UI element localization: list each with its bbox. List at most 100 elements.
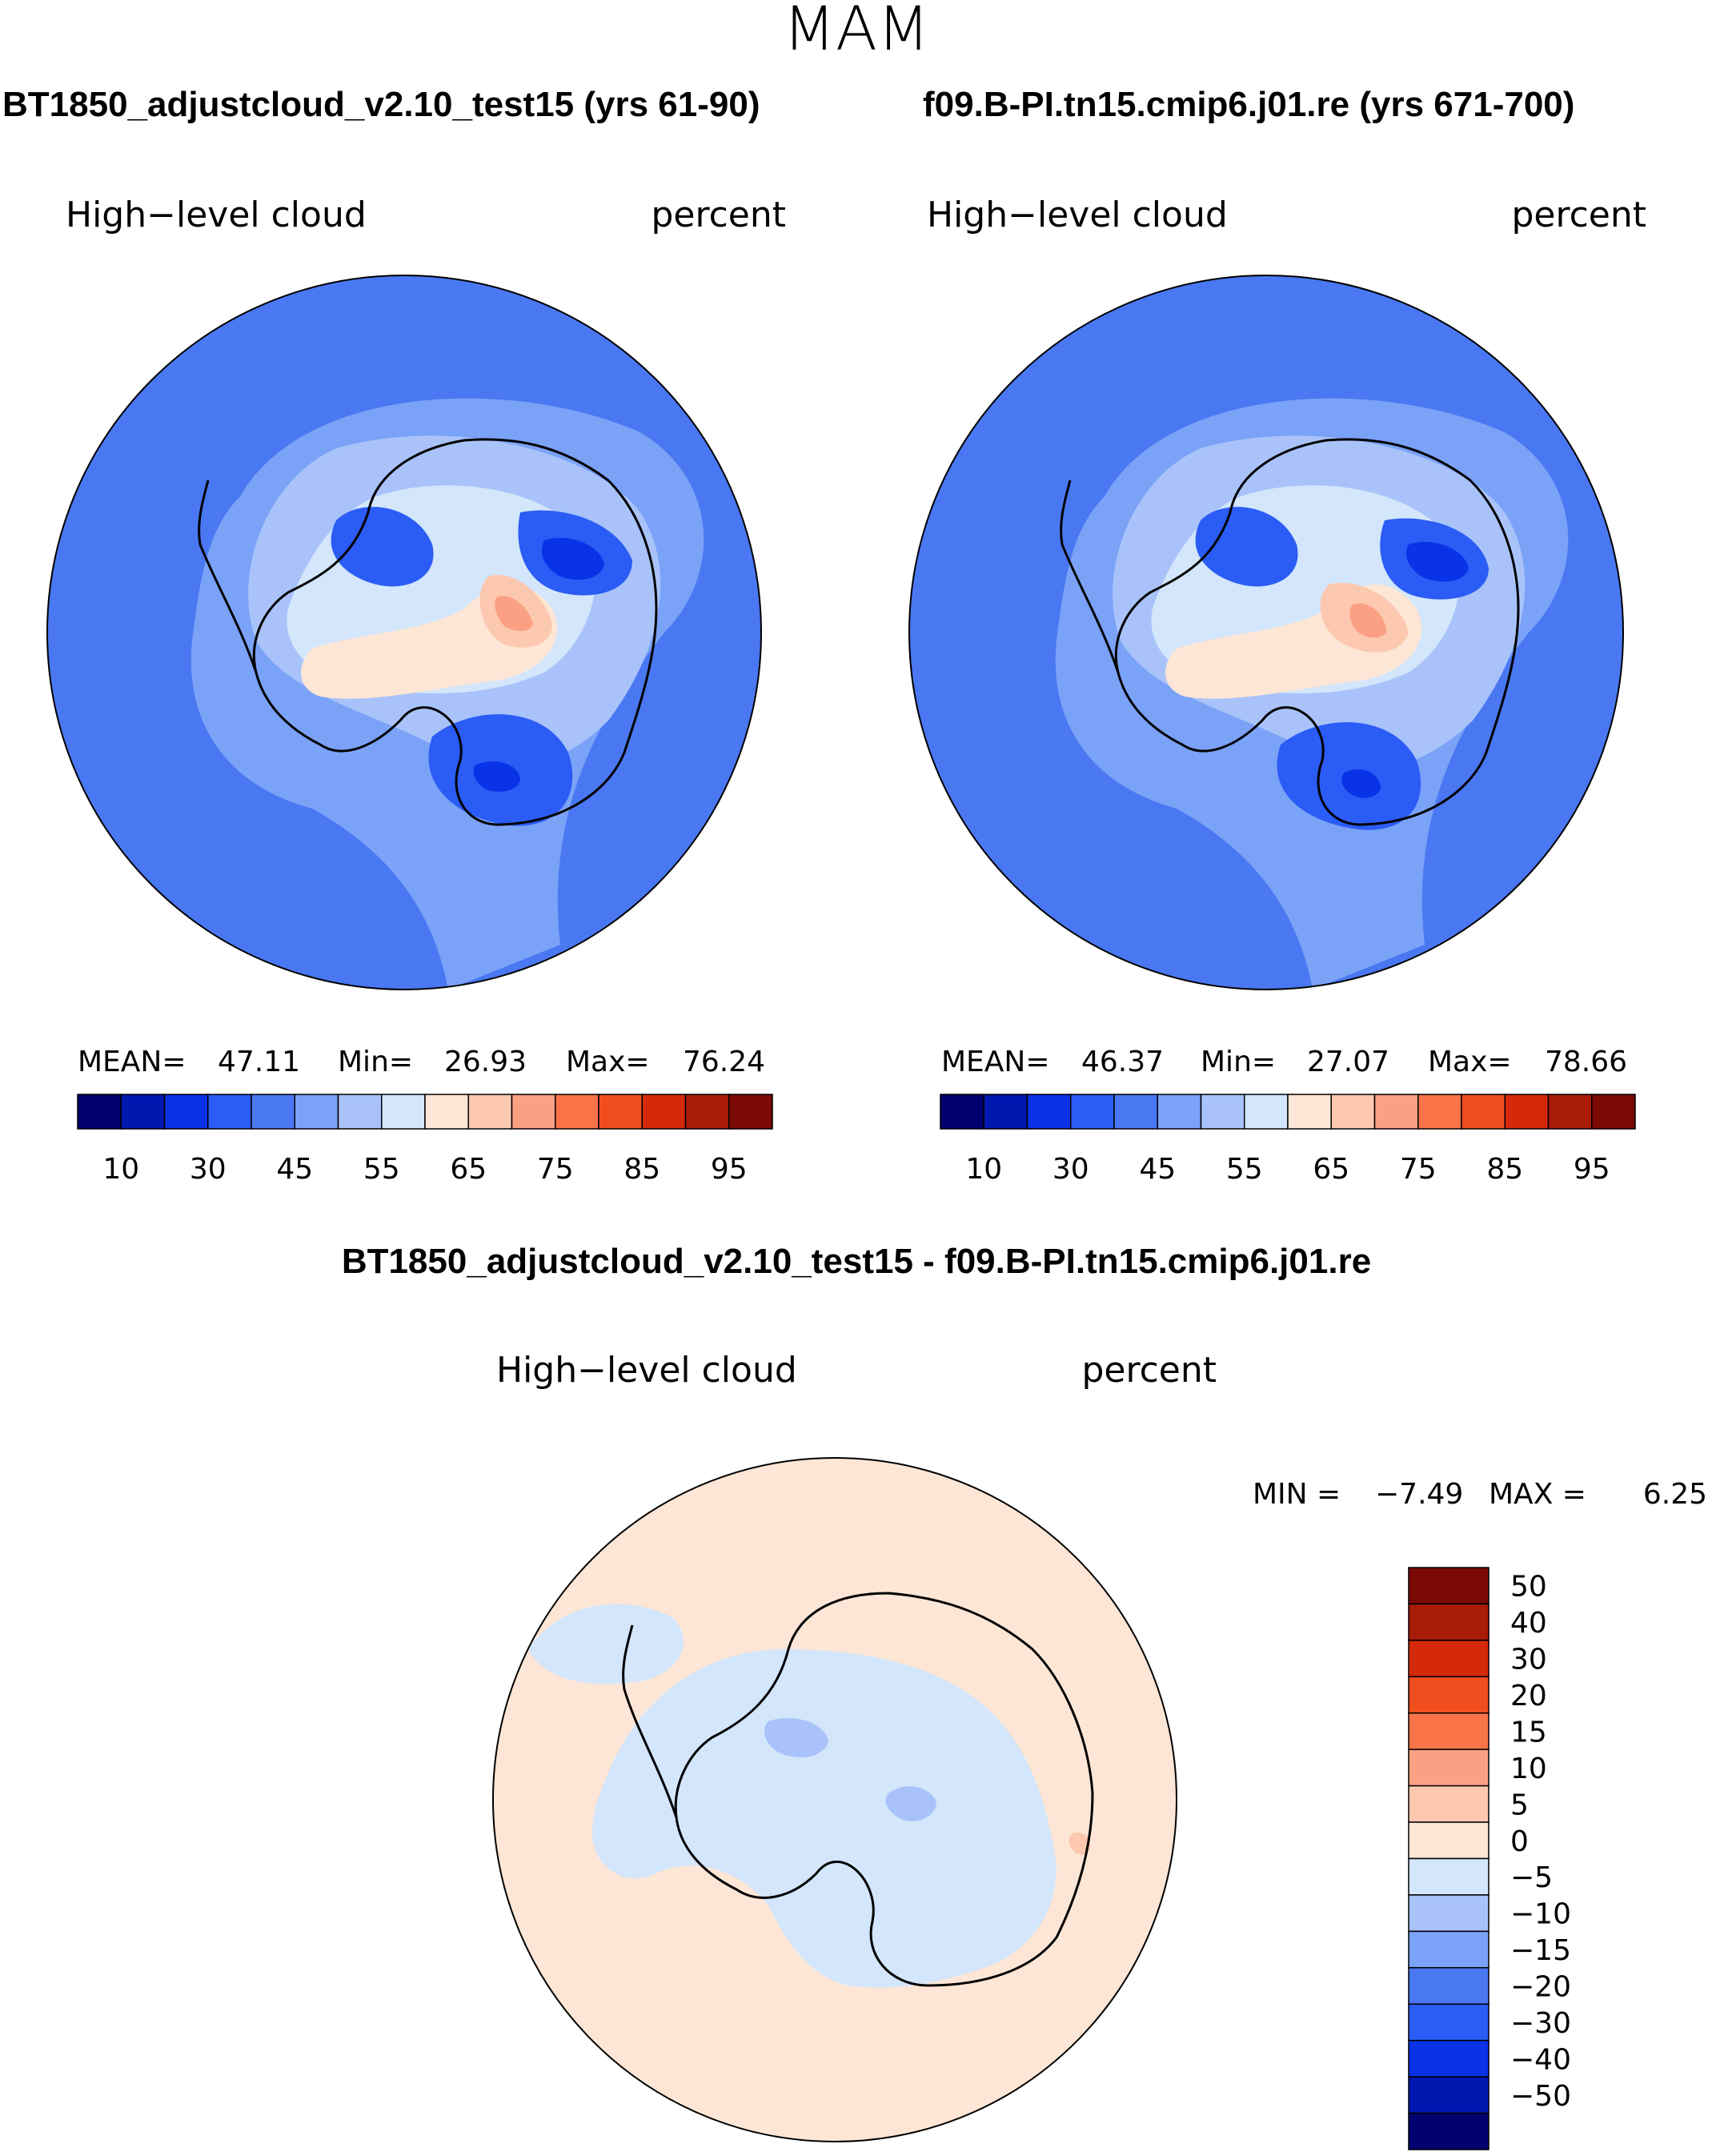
right-map xyxy=(909,275,1623,990)
right-colorbar-box xyxy=(1244,1094,1289,1130)
difference-colorbar-box xyxy=(1408,1603,1489,1641)
right-colorbar-box xyxy=(1157,1094,1202,1130)
right-colorbar-box xyxy=(1504,1094,1550,1130)
panel-left: BT1850_adjustcloud_v2.10_test15 (yrs 61-… xyxy=(2,85,786,1186)
difference-colorbar-box xyxy=(1408,1785,1489,1823)
difference-colorbar-tick-label: 20 xyxy=(1510,1680,1547,1712)
right-max-label: Max= xyxy=(1428,1046,1512,1078)
right-colorbar-tick-label: 75 xyxy=(1400,1153,1437,1186)
right-colorbar-box xyxy=(1200,1094,1245,1130)
difference-colorbar-tick-label: −5 xyxy=(1510,1861,1553,1894)
left-colorbar-box xyxy=(598,1094,643,1130)
left-colorbar-box xyxy=(251,1094,295,1130)
difference-colorbar-box xyxy=(1408,1748,1489,1787)
difference-contour-neg5-0-north xyxy=(559,1458,704,1495)
right-colorbar-box xyxy=(983,1094,1028,1130)
left-colorbar-box xyxy=(294,1094,339,1130)
difference-peninsula-coastline xyxy=(622,1624,678,1818)
right-variable-label: High−level cloud xyxy=(927,195,1228,235)
difference-contour-neg10-neg5-b xyxy=(764,1718,828,1757)
left-colorbar-box xyxy=(120,1094,166,1130)
difference-colorbar-box xyxy=(1408,1821,1489,1860)
difference-max-label: MAX = xyxy=(1489,1478,1586,1511)
right-colorbar-tick-label: 65 xyxy=(1313,1153,1349,1186)
difference-colorbar-tick-label: 40 xyxy=(1510,1607,1547,1640)
right-colorbar-box xyxy=(1373,1094,1419,1130)
left-colorbar-box xyxy=(337,1094,383,1130)
right-colorbar-box xyxy=(1461,1094,1506,1130)
difference-colorbar-tick-label: −40 xyxy=(1510,2043,1571,2076)
left-variable-label: High−level cloud xyxy=(66,195,367,235)
left-colorbar-tick-label: 55 xyxy=(363,1153,400,1186)
difference-colorbar-tick-label: −20 xyxy=(1510,1971,1571,2004)
left-mean-label: MEAN= xyxy=(78,1046,186,1078)
difference-colorbar-box xyxy=(1408,1640,1489,1678)
right-contour-minimum-south-core xyxy=(1341,769,1381,798)
left-min-value: 26.93 xyxy=(444,1046,527,1078)
difference-colorbar-box xyxy=(1408,1857,1489,1896)
difference-colorbar-box xyxy=(1408,1930,1489,1969)
left-colorbar-tick-label: 95 xyxy=(711,1153,748,1186)
difference-colorbar-tick-label: −50 xyxy=(1510,2080,1571,2113)
right-colorbar-tick-label: 95 xyxy=(1574,1153,1610,1186)
difference-max-value: 6.25 xyxy=(1643,1478,1707,1511)
difference-min-value: −7.49 xyxy=(1375,1478,1463,1511)
difference-colorbar-box xyxy=(1408,2112,1489,2150)
right-colorbar-box xyxy=(1113,1094,1158,1130)
left-contour-75-80 xyxy=(495,596,533,632)
right-colorbar-box xyxy=(1026,1094,1072,1130)
left-min-label: Min= xyxy=(338,1046,413,1078)
left-colorbar-tick-label: 45 xyxy=(276,1153,313,1186)
difference-colorbar-tick-label: 10 xyxy=(1510,1753,1547,1785)
left-colorbar-box xyxy=(163,1094,209,1130)
difference-contour-neg5-0-west xyxy=(528,1604,684,1684)
difference-colorbar-tick-label: 15 xyxy=(1510,1716,1547,1748)
right-mean-value: 46.37 xyxy=(1081,1046,1164,1078)
right-units-label: percent xyxy=(1511,195,1646,235)
difference-colorbar-tick-label: −10 xyxy=(1510,1898,1571,1931)
left-colorbar-box xyxy=(728,1094,773,1130)
left-colorbar-box xyxy=(77,1094,122,1130)
left-colorbar-box xyxy=(207,1094,252,1130)
left-colorbar-box xyxy=(641,1094,687,1130)
left-colorbar-box xyxy=(381,1094,426,1130)
right-map-border xyxy=(908,275,1624,990)
right-peninsula-coastline xyxy=(1060,480,1120,673)
right-colorbar-box xyxy=(1070,1094,1115,1130)
right-colorbar-tick-label: 10 xyxy=(965,1153,1002,1186)
difference-map xyxy=(493,1458,1177,2142)
right-colorbar-tick-label: 55 xyxy=(1226,1153,1263,1186)
left-mean-value: 47.11 xyxy=(218,1046,300,1078)
right-colorbar-tick-label: 30 xyxy=(1052,1153,1089,1186)
right-colorbar-box xyxy=(1591,1094,1636,1130)
right-colorbar-tick-label: 45 xyxy=(1139,1153,1176,1186)
left-max-label: Max= xyxy=(566,1046,650,1078)
right-colorbar-box xyxy=(1547,1094,1593,1130)
left-max-value: 76.24 xyxy=(683,1046,765,1078)
difference-units-label: percent xyxy=(1081,1350,1217,1391)
left-colorbar-box xyxy=(684,1094,730,1130)
difference-case-title: BT1850_adjustcloud_v2.10_test15 - f09.B-… xyxy=(342,1242,1371,1281)
difference-colorbar-box xyxy=(1408,1894,1489,1933)
right-colorbar-tick-label: 85 xyxy=(1486,1153,1523,1186)
difference-colorbar-tick-label: 30 xyxy=(1510,1644,1547,1676)
left-units-label: percent xyxy=(651,195,786,235)
left-colorbar: 10 30 45 55 65 75 85 95 xyxy=(77,1094,773,1186)
right-min-label: Min= xyxy=(1201,1046,1276,1078)
left-peninsula-coastline xyxy=(198,480,258,673)
difference-colorbar-tick-label: 5 xyxy=(1510,1789,1529,1821)
difference-colorbar-box xyxy=(1408,2076,1489,2114)
difference-contour-neg5-0 xyxy=(592,1649,1056,1988)
difference-colorbar-box xyxy=(1408,1967,1489,2005)
difference-colorbar-box xyxy=(1408,1712,1489,1750)
left-colorbar-tick-label: 65 xyxy=(450,1153,487,1186)
difference-colorbar-tick-label: 50 xyxy=(1510,1571,1547,1604)
difference-variable-label: High−level cloud xyxy=(496,1350,797,1391)
left-map xyxy=(47,275,761,990)
right-contour-75-80 xyxy=(1349,603,1386,638)
right-contour-minimum-west xyxy=(1195,507,1298,587)
right-case-title: f09.B-PI.tn15.cmip6.j01.re (yrs 671-700) xyxy=(923,85,1574,124)
left-colorbar-tick-label: 30 xyxy=(190,1153,227,1186)
